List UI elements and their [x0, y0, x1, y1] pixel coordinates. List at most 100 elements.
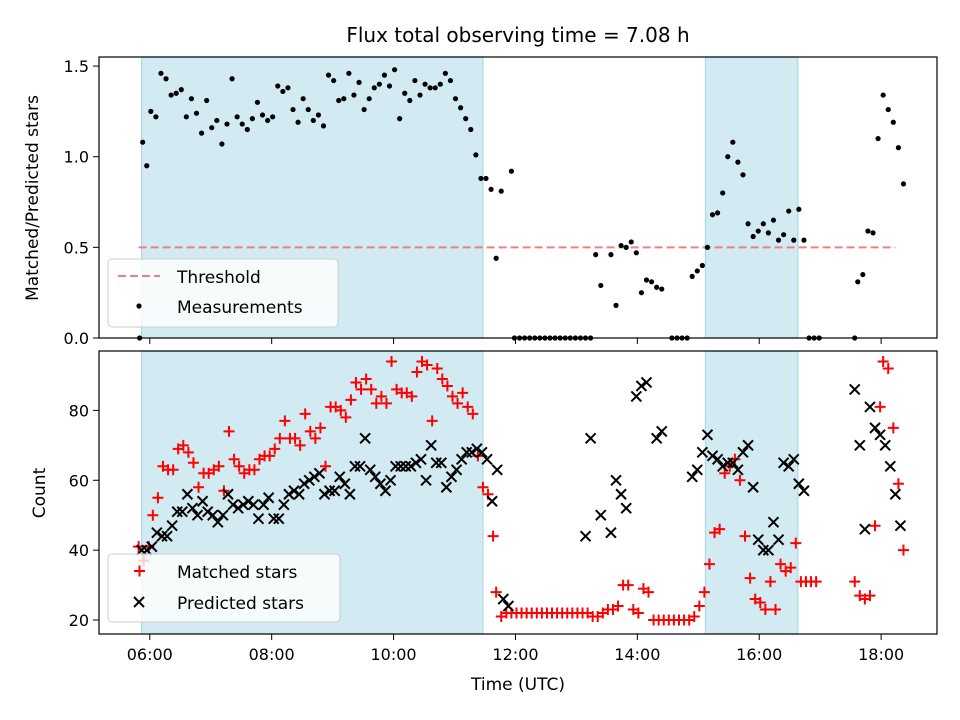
matched-star-marker	[380, 397, 392, 409]
matched-star-marker	[360, 373, 372, 385]
measurement-point	[473, 152, 479, 158]
measurement-point	[234, 114, 240, 120]
matched-star-marker	[355, 383, 367, 395]
predicted-star-marker	[894, 519, 907, 532]
predicted-star-marker	[369, 471, 381, 483]
matched-star-marker	[452, 397, 464, 409]
y-tick-label: 80	[69, 401, 89, 420]
predicted-star-marker	[242, 495, 255, 507]
predicted-star-marker	[135, 544, 148, 556]
measurement-point	[865, 228, 871, 234]
predicted-star-marker	[497, 593, 509, 605]
measurement-point	[204, 97, 210, 104]
matched-star-marker	[462, 401, 474, 413]
predicted-star-marker	[222, 488, 234, 500]
predicted-star-marker	[354, 460, 366, 473]
predicted-star-marker	[410, 457, 422, 469]
predicted-star-marker	[747, 481, 759, 493]
predicted-star-marker	[415, 453, 427, 466]
measurement-point	[775, 237, 782, 243]
predicted-star-marker	[854, 439, 866, 452]
legend-measurement-swatch	[136, 303, 142, 309]
matched-star-marker	[693, 600, 705, 612]
matched-star-marker	[223, 425, 235, 437]
matched-star-marker	[152, 492, 164, 504]
bottom-y-axis-ticks: 20 40 60 80	[69, 401, 99, 630]
measurement-point	[356, 79, 362, 85]
measurement-point	[704, 244, 711, 250]
measurement-point	[648, 279, 655, 285]
predicted-star-marker	[615, 488, 627, 500]
matched-star-marker	[187, 457, 199, 469]
bottom-panel: 20 40 60 80 06:00 08:00 10:00 12:00 14:00 16:00 1…	[30, 350, 938, 695]
matched-star-marker	[375, 390, 387, 402]
predicted-star-marker	[273, 512, 285, 525]
predicted-star-marker	[889, 488, 902, 500]
predicted-star-marker	[379, 485, 392, 497]
matched-star-marker	[365, 383, 377, 395]
measurement-point	[900, 181, 907, 187]
predicted-star-marker	[656, 425, 668, 438]
matched-star-marker	[775, 558, 787, 570]
matched-star-marker	[441, 380, 453, 392]
predicted-star-marker	[374, 478, 387, 490]
matched-star-marker	[299, 408, 311, 420]
matched-star-marker	[892, 478, 904, 490]
predicted-star-marker	[798, 485, 810, 497]
legend-predicted-swatch	[133, 596, 145, 608]
measurement-point	[447, 77, 454, 84]
predicted-star-marker	[364, 464, 376, 476]
y-tick-label: 1.5	[64, 57, 89, 76]
predicted-star-marker	[476, 446, 488, 459]
y-tick-label: 1.0	[64, 148, 89, 167]
measurement-point	[381, 72, 388, 78]
measurement-point	[219, 141, 225, 147]
measurement-point	[397, 116, 403, 122]
measurement-point	[875, 135, 881, 142]
measurement-point	[598, 282, 604, 289]
predicted-star-marker	[201, 506, 214, 518]
matched-star-marker	[457, 387, 469, 399]
matched-star-marker	[248, 464, 260, 476]
measurement-point	[140, 139, 146, 145]
predicted-star-marker	[486, 495, 498, 507]
measurement-point	[163, 76, 169, 82]
measurement-point	[183, 114, 189, 120]
x-axis-label: Time (UTC)	[470, 675, 565, 695]
matched-star-marker	[754, 597, 766, 609]
measurement-point	[422, 81, 428, 87]
measurement-point	[699, 262, 705, 269]
predicted-star-marker	[217, 509, 229, 521]
matched-star-marker	[612, 600, 624, 612]
measurement-point	[285, 85, 291, 91]
predicted-star-marker	[435, 457, 448, 469]
predicted-star-marker	[491, 464, 503, 476]
measurement-point	[144, 163, 150, 169]
predicted-star-marker	[440, 481, 453, 493]
predicted-star-marker	[262, 492, 275, 504]
measurement-point	[244, 126, 250, 133]
measurement-point	[623, 244, 629, 250]
measurement-point	[407, 97, 413, 104]
measurement-point	[633, 250, 639, 256]
matched-star-marker	[897, 544, 909, 556]
predicted-star-marker	[389, 460, 402, 473]
matched-star-marker	[264, 450, 276, 462]
measurement-point	[437, 81, 443, 87]
matched-star-marker	[467, 408, 479, 420]
measurement-point	[336, 97, 342, 104]
predicted-star-marker	[460, 446, 473, 459]
predicted-star-marker	[471, 443, 483, 455]
matched-star-marker	[877, 355, 889, 367]
matched-star-marker	[769, 604, 781, 616]
matched-star-marker	[406, 390, 418, 402]
predicted-star-marker	[732, 464, 744, 476]
predicted-star-marker	[212, 516, 224, 528]
measurement-point	[740, 172, 746, 178]
matched-star-marker	[785, 562, 797, 574]
x-tick-label: 16:00	[736, 645, 782, 664]
matched-star-marker	[703, 558, 715, 570]
predicted-star-marker	[323, 485, 336, 497]
top-panel: 0.0 0.5 1.0 1.5 Matched/Predicted stars Thr…	[23, 56, 938, 348]
